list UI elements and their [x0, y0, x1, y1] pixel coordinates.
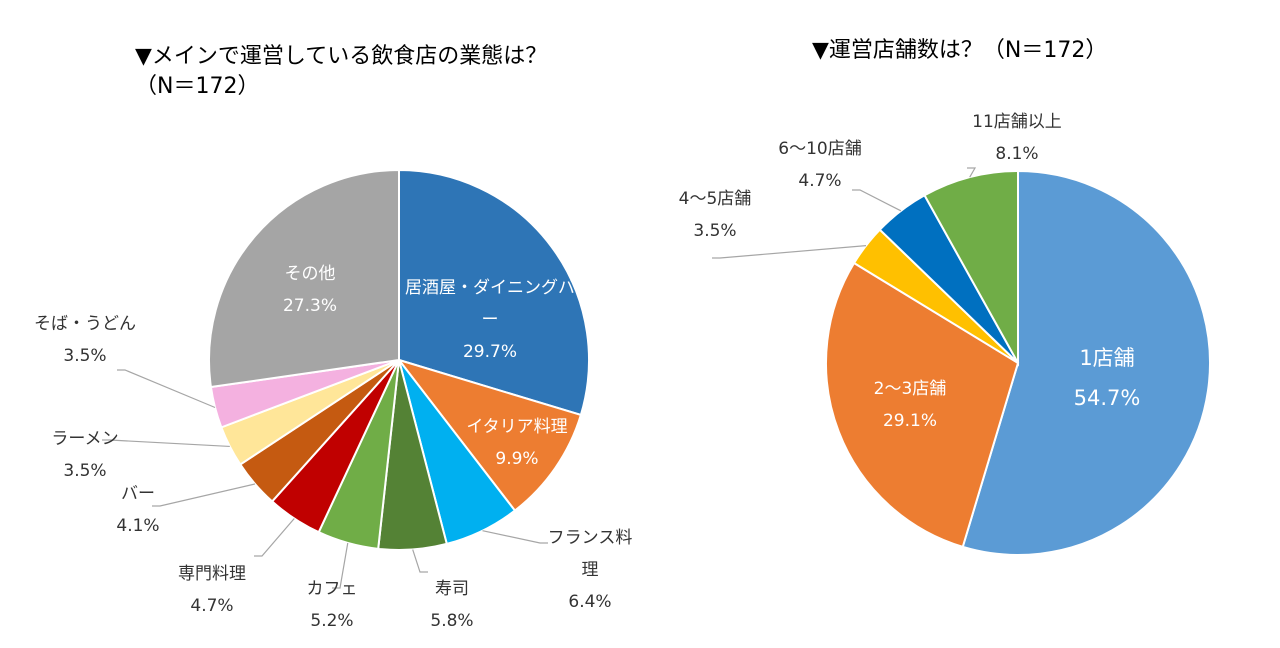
data-label: 専門料理 4.7% [162, 558, 262, 622]
value-label: 8.1% [995, 144, 1039, 164]
chart-title: ▼メインで運営している飲食店の業態は？（N＝172） [135, 44, 548, 99]
category-label: イタリア料理 [466, 417, 568, 437]
leader-line [254, 518, 295, 557]
pie-slice [961, 169, 1211, 556]
data-label: 11店舗以上 8.1% [947, 106, 1087, 170]
category-label: バー [121, 484, 155, 504]
pie-slice [398, 168, 590, 417]
leader-line [712, 245, 867, 259]
value-label: 6.4% [568, 592, 612, 612]
pie-slice [923, 169, 1019, 367]
data-label: 寿司 5.8% [417, 573, 487, 637]
category-label: その他 [284, 264, 336, 284]
leader-line [412, 549, 428, 573]
category-label: ラーメン [51, 429, 119, 449]
leader-line [852, 189, 902, 212]
value-label: 9.9% [495, 449, 539, 469]
category-label: そば・うどん [34, 314, 136, 334]
value-label: 29.7% [462, 342, 517, 362]
value-label: 27.3% [282, 296, 337, 316]
category-label: 4〜5店舗 [678, 189, 752, 209]
category-label: 2〜3店舗 [873, 379, 947, 399]
data-label: イタリア料理 9.9% [452, 411, 582, 475]
value-label: 3.5% [63, 346, 107, 366]
data-label: 2〜3店舗 29.1% [850, 373, 970, 437]
value-label: 4.7% [798, 171, 842, 191]
data-label: 1店舗 54.7% [1047, 338, 1167, 418]
data-label: フランス料理 6.4% [545, 522, 635, 618]
value-label: 5.8% [430, 611, 474, 631]
chart-title: ▼運営店舗数は？（N＝172） [812, 38, 1108, 63]
category-label: 11店舗以上 [972, 112, 1062, 132]
data-label: 4〜5店舗 3.5% [655, 183, 775, 247]
value-label: 4.7% [190, 596, 234, 616]
data-label: その他 27.3% [260, 258, 360, 322]
category-label: 寿司 [435, 579, 469, 599]
value-label: 3.5% [693, 221, 737, 241]
leader-line [152, 483, 256, 507]
leader-line [117, 369, 216, 409]
leader-line [102, 439, 230, 448]
data-label: そば・うどん 3.5% [20, 308, 150, 372]
pie-slice [208, 168, 400, 389]
data-label: カフェ 5.2% [297, 573, 367, 637]
pie-slice [396, 358, 583, 512]
category-label: 1店舗 [1079, 346, 1135, 370]
leader-line [482, 530, 548, 544]
value-label: 4.1% [116, 516, 160, 536]
category-label: フランス料理 [547, 528, 633, 580]
category-label: カフェ [306, 579, 358, 599]
data-label: ラーメン 3.5% [30, 423, 140, 487]
category-label: 居酒屋・ダイニングバー [405, 278, 575, 330]
data-label: バー 4.1% [98, 478, 178, 542]
data-label: 居酒屋・ダイニングバー 29.7% [405, 272, 575, 368]
category-label: 6〜10店舗 [778, 139, 862, 159]
leader-line [967, 167, 977, 178]
value-label: 54.7% [1073, 386, 1141, 410]
data-label: 6〜10店舗 4.7% [760, 133, 880, 197]
leader-line [332, 542, 349, 589]
value-label: 29.1% [882, 411, 937, 431]
value-label: 5.2% [310, 611, 354, 631]
category-label: 専門料理 [178, 564, 246, 584]
value-label: 3.5% [63, 461, 107, 481]
